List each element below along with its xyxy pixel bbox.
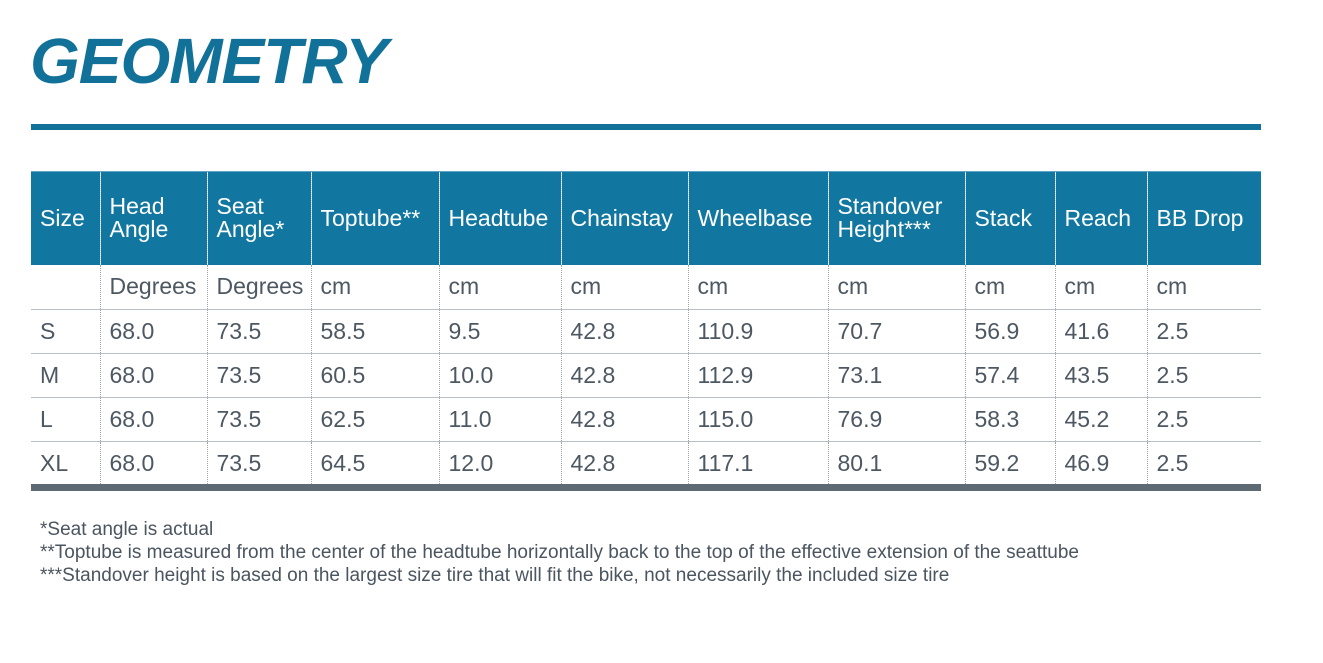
header-size: Size (31, 171, 100, 265)
size-cell: XL (40, 450, 69, 477)
header-seat-angle: Seat Angle* (206, 171, 311, 265)
header-chainstay: Chainstay (560, 171, 688, 265)
table-row-size-xl: XL 68.0 73.5 64.5 12.0 42.8 117.1 80.1 5… (31, 441, 1261, 486)
table-cell: 73.5 (206, 441, 311, 486)
table-cell: 73.5 (206, 397, 311, 442)
table-cell: 73.1 (827, 353, 965, 398)
table-cell: 117.1 (687, 441, 828, 486)
table-cell: 68.0 (99, 397, 207, 442)
size-cell: S (31, 309, 100, 354)
table-row-size-s: S 68.0 73.5 58.5 9.5 42.8 110.9 70.7 56.… (31, 309, 1261, 354)
footnote-seat-angle: *Seat angle is actual (40, 519, 214, 540)
table-cell: 43.5 (1054, 353, 1147, 398)
table-cell: 46.9 (1054, 441, 1147, 486)
table-cell: 68.0 (99, 353, 207, 398)
header-reach: Reach (1054, 171, 1147, 265)
table-row-size-m: M 68.0 73.5 60.5 10.0 42.8 112.9 73.1 57… (31, 353, 1261, 398)
size-cell: L (31, 397, 100, 442)
header-stack: Stack (964, 171, 1055, 265)
table-cell: 73.5 (206, 309, 311, 354)
table-cell: 42.8 (560, 309, 688, 354)
table-cell: 2.5 (1146, 441, 1261, 486)
table-row-size-l: L 68.0 73.5 62.5 11.0 42.8 115.0 76.9 58… (31, 397, 1261, 442)
table-cell: 42.8 (560, 441, 688, 486)
table-cell: 80.1 (827, 441, 965, 486)
table-cell: 10.0 (438, 353, 561, 398)
header-headtube: Headtube (438, 171, 561, 265)
unit-cell: Degrees (99, 264, 207, 310)
unit-cell: Degrees (206, 264, 311, 310)
table-cell: 12.0 (438, 441, 561, 486)
table-cell: 115.0 (687, 397, 828, 442)
footnotes: *Seat angle is actual **Toptube is measu… (40, 518, 1079, 587)
table-bottom-bar (31, 484, 1261, 491)
table-cell: 56.9 (964, 309, 1055, 354)
header-standover-height: Standover Height*** (827, 171, 965, 265)
table-cell: 45.2 (1054, 397, 1147, 442)
table-cell: 2.5 (1146, 309, 1261, 354)
unit-cell: cm (310, 264, 439, 310)
unit-cell: cm (1054, 264, 1147, 310)
table-cell: 41.6 (1054, 309, 1147, 354)
header-bb-drop: BB Drop (1146, 171, 1261, 265)
table-cell: 62.5 (310, 397, 439, 442)
table-cell: 2.5 (1146, 397, 1261, 442)
units-row: Degrees Degrees cm cm cm cm cm cm cm cm (31, 264, 1261, 310)
unit-cell: cm (560, 264, 688, 310)
table-cell: 2.5 (1146, 353, 1261, 398)
table-cell: 57.4 (964, 353, 1055, 398)
size-cell: M (31, 353, 100, 398)
table-cell: 58.5 (310, 309, 439, 354)
unit-cell: cm (438, 264, 561, 310)
table-cell: 110.9 (687, 309, 828, 354)
header-toptube: Toptube** (310, 171, 439, 265)
table-cell: 76.9 (827, 397, 965, 442)
unit-cell (31, 264, 100, 310)
footnote-toptube: **Toptube is measured from the center of… (40, 542, 1079, 563)
table-cell: 64.5 (310, 441, 439, 486)
page-title: GEOMETRY (30, 25, 388, 97)
table-cell: 70.7 (827, 309, 965, 354)
unit-cell: cm (827, 264, 965, 310)
unit-cell: cm (964, 264, 1055, 310)
table-cell: 112.9 (687, 353, 828, 398)
table-cell: 60.5 (310, 353, 439, 398)
table-cell: 59.2 (964, 441, 1055, 486)
table-cell: 73.5 (206, 353, 311, 398)
unit-cell: cm (1146, 264, 1261, 310)
table-cell: 11.0 (438, 397, 561, 442)
table-cell: 68.0 (99, 309, 207, 354)
header-head-angle: Head Angle (99, 171, 207, 265)
footnote-standover-height: ***Standover height is based on the larg… (40, 565, 950, 586)
geometry-table: Size Head Angle Seat Angle* Toptube** Head… (31, 171, 1261, 486)
header-row: Size Head Angle Seat Angle* Toptube** Head… (31, 171, 1261, 265)
table-cell: 42.8 (560, 353, 688, 398)
table-cell: 42.8 (560, 397, 688, 442)
table-cell: 68.0 (99, 441, 207, 486)
header-wheelbase: Wheelbase (687, 171, 828, 265)
title-divider (31, 124, 1261, 130)
table-cell: 58.3 (964, 397, 1055, 442)
table-cell: 9.5 (438, 309, 561, 354)
unit-cell: cm (687, 264, 828, 310)
